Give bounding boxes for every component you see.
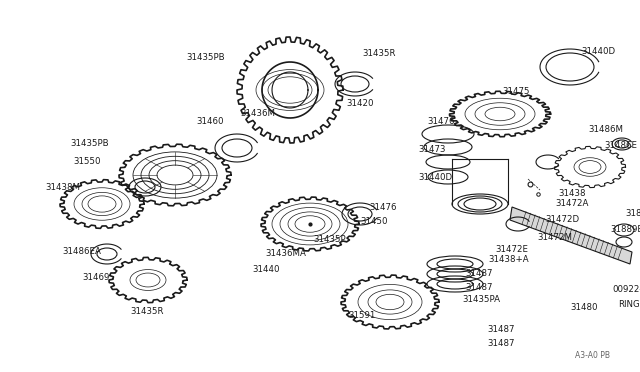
- Text: 31472A: 31472A: [555, 199, 588, 208]
- Text: 31889M: 31889M: [625, 209, 640, 218]
- Text: 31486M: 31486M: [588, 125, 623, 135]
- Text: 31435PA: 31435PA: [462, 295, 500, 305]
- Text: 31440D: 31440D: [418, 173, 452, 183]
- Text: 31889E: 31889E: [610, 224, 640, 234]
- Text: 31486E: 31486E: [604, 141, 637, 151]
- Text: 31476: 31476: [427, 118, 454, 126]
- Text: 31435R: 31435R: [362, 49, 396, 58]
- Text: 31438+A: 31438+A: [488, 254, 529, 263]
- Text: 31550: 31550: [73, 157, 100, 167]
- Text: 31472M: 31472M: [537, 232, 572, 241]
- Text: 31487: 31487: [465, 282, 493, 292]
- Text: 31460: 31460: [196, 118, 223, 126]
- Text: 31487: 31487: [465, 269, 493, 279]
- Text: 31591: 31591: [348, 311, 376, 321]
- Text: 31450: 31450: [360, 218, 388, 227]
- Text: 31476: 31476: [369, 202, 397, 212]
- Text: 31472D: 31472D: [545, 215, 579, 224]
- Text: 31435P: 31435P: [313, 235, 346, 244]
- Text: 31435R: 31435R: [130, 308, 163, 317]
- Text: A3-A0 PB: A3-A0 PB: [575, 351, 610, 360]
- Text: 31487: 31487: [487, 340, 515, 349]
- Text: 31472E: 31472E: [495, 246, 528, 254]
- Text: 31435PB: 31435PB: [70, 140, 109, 148]
- Text: 31420: 31420: [346, 99, 374, 109]
- Text: 31480: 31480: [570, 302, 598, 311]
- Polygon shape: [510, 207, 632, 264]
- Text: 31436M: 31436M: [240, 109, 275, 119]
- Text: 31473: 31473: [418, 145, 445, 154]
- Text: 31438: 31438: [558, 189, 586, 199]
- Text: 31469: 31469: [82, 273, 109, 282]
- Text: RING(1): RING(1): [618, 299, 640, 308]
- Text: 31486EA: 31486EA: [62, 247, 101, 257]
- Text: 31438M: 31438M: [45, 183, 80, 192]
- Text: 31475: 31475: [502, 87, 529, 96]
- Text: 31487: 31487: [487, 326, 515, 334]
- Text: 31435PB: 31435PB: [186, 54, 225, 62]
- Text: 31436MA: 31436MA: [265, 250, 306, 259]
- Text: 00922-13200: 00922-13200: [612, 285, 640, 295]
- Text: 31440D: 31440D: [581, 48, 615, 57]
- Text: 31440: 31440: [252, 266, 280, 275]
